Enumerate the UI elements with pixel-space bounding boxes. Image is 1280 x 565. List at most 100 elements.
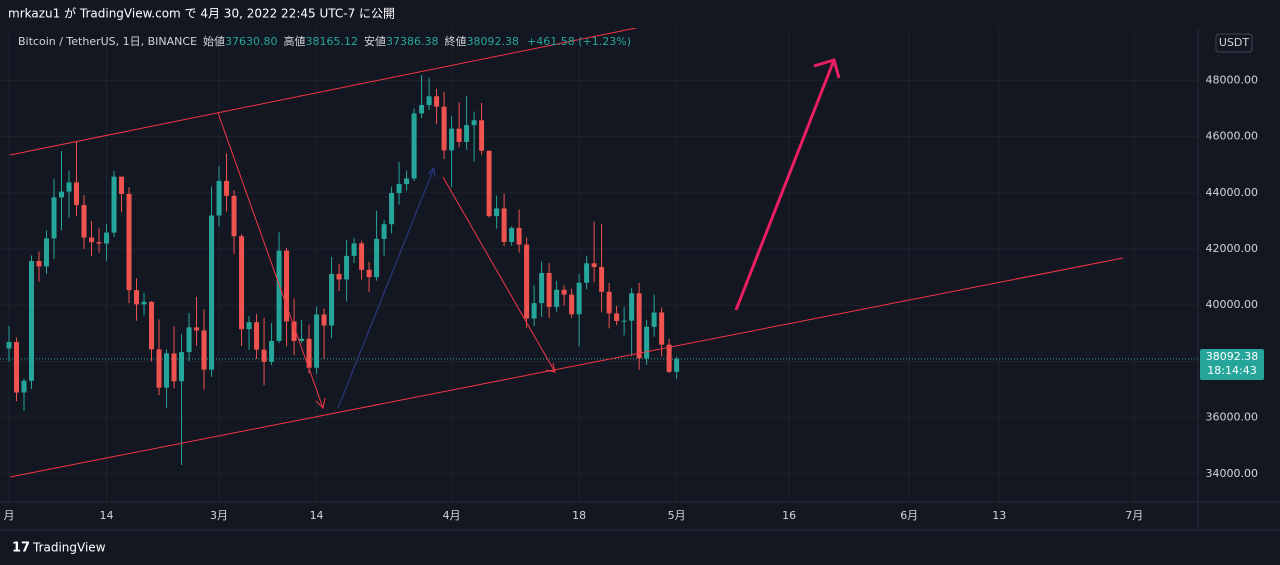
logo-icon: 17 xyxy=(12,541,30,556)
candle-body xyxy=(561,289,567,295)
candle-body xyxy=(66,182,72,192)
y-tick-label: 44000.00 xyxy=(1206,186,1259,199)
candle-body xyxy=(584,263,590,283)
candle-body xyxy=(449,128,455,151)
candle-body xyxy=(479,120,485,151)
candle-body xyxy=(81,205,87,238)
countdown: 18:14:43 xyxy=(1207,364,1256,377)
candle-body xyxy=(366,269,372,278)
candle-body xyxy=(269,340,275,362)
candle-body xyxy=(464,125,470,142)
candle-body xyxy=(651,312,657,327)
legend-value: 38165.12 xyxy=(306,35,359,48)
candle-body xyxy=(621,320,627,322)
candle-body xyxy=(344,255,350,280)
candle-body xyxy=(96,242,102,244)
y-tick-label: 34000.00 xyxy=(1206,467,1259,480)
candle-body xyxy=(351,243,357,256)
candle-body xyxy=(231,195,237,237)
candle-body xyxy=(336,273,342,280)
candle-body xyxy=(111,176,117,233)
x-tick-label: 月 xyxy=(4,509,15,522)
candle-body xyxy=(509,227,515,242)
legend-label: 高値 xyxy=(284,34,306,48)
candle-body xyxy=(171,353,177,382)
candle-body xyxy=(569,294,575,315)
candle-body xyxy=(606,291,612,314)
candle-body xyxy=(531,303,537,319)
arrow-line xyxy=(217,112,324,409)
candle-body xyxy=(659,312,665,345)
candle-body xyxy=(599,267,605,292)
arrow-line xyxy=(337,167,435,409)
candle-body xyxy=(246,322,252,330)
candle-body xyxy=(141,301,147,305)
candle-body xyxy=(321,314,327,326)
candle-body xyxy=(456,128,462,142)
price-label: 38092.38 xyxy=(1206,350,1259,363)
x-tick-label: 5月 xyxy=(668,509,686,522)
candle-body xyxy=(59,191,65,198)
candle-body xyxy=(614,313,620,321)
candle-body xyxy=(546,273,552,307)
currency[interactable]: USDT xyxy=(1219,36,1250,49)
header-bar xyxy=(0,0,1280,28)
candle-body xyxy=(539,273,545,304)
y-tick-label: 40000.00 xyxy=(1206,298,1259,311)
x-tick-label: 4月 xyxy=(443,509,461,522)
candle-body xyxy=(674,358,680,372)
candle-body xyxy=(276,250,282,341)
candle-body xyxy=(576,282,582,315)
candle-body xyxy=(359,243,365,270)
candle-body xyxy=(524,244,530,319)
legend-value: 38092.38 xyxy=(467,35,520,48)
x-tick-label: 14 xyxy=(100,509,114,522)
legend-value: 37630.80 xyxy=(225,35,278,48)
candle-body xyxy=(254,322,260,350)
legend-label: 安値 xyxy=(364,34,386,48)
y-tick-label: 42000.00 xyxy=(1206,242,1259,255)
candle-body xyxy=(21,380,27,393)
candle-body xyxy=(434,96,440,107)
x-tick-label: 6月 xyxy=(900,509,918,522)
candle-body xyxy=(629,293,635,321)
candle-body xyxy=(186,327,192,353)
candle-body xyxy=(486,150,492,217)
lower-channel xyxy=(9,257,1124,478)
legend-label: 終値 xyxy=(445,34,467,48)
y-tick-label: 36000.00 xyxy=(1206,411,1259,424)
brand[interactable]: TradingView xyxy=(32,541,106,555)
x-tick-label: 13 xyxy=(992,509,1006,522)
publish-info: mrkazu1 が TradingView.com で 4月 30, 2022 … xyxy=(8,6,395,21)
upper-channel xyxy=(9,27,637,156)
drawings xyxy=(9,27,1124,478)
candle-body xyxy=(156,349,162,388)
candle-body xyxy=(396,184,402,194)
candle-body xyxy=(404,178,410,185)
y-tick-label: 48000.00 xyxy=(1206,73,1259,86)
y-tick-label: 46000.00 xyxy=(1206,130,1259,143)
candle-body xyxy=(284,250,290,322)
candle-body xyxy=(104,232,110,244)
currency-box[interactable] xyxy=(1215,33,1253,53)
legend-change: +461.58 (+1.23%) xyxy=(527,35,631,48)
candle-body xyxy=(426,96,432,106)
candle-body xyxy=(389,193,395,225)
candle-body xyxy=(194,327,200,331)
arrow-head xyxy=(427,166,436,178)
legend-value: 37386.38 xyxy=(386,35,439,48)
candle-body xyxy=(149,301,155,350)
candle-body xyxy=(44,238,50,267)
legend: Bitcoin / TetherUS, 1日, BINANCE 始値37630.8… xyxy=(18,34,631,48)
candle-body xyxy=(6,341,12,349)
legend-label: 始値 xyxy=(203,34,225,48)
x-axis: 月 14 3月 14 4月 18 5月 16 6月 13 7月 xyxy=(4,509,1144,522)
candle-body xyxy=(89,237,95,243)
x-tick-label: 18 xyxy=(572,509,586,522)
candle-body xyxy=(51,197,57,239)
candle-body xyxy=(306,338,312,368)
arrow-head xyxy=(813,58,841,79)
candles xyxy=(6,75,680,465)
